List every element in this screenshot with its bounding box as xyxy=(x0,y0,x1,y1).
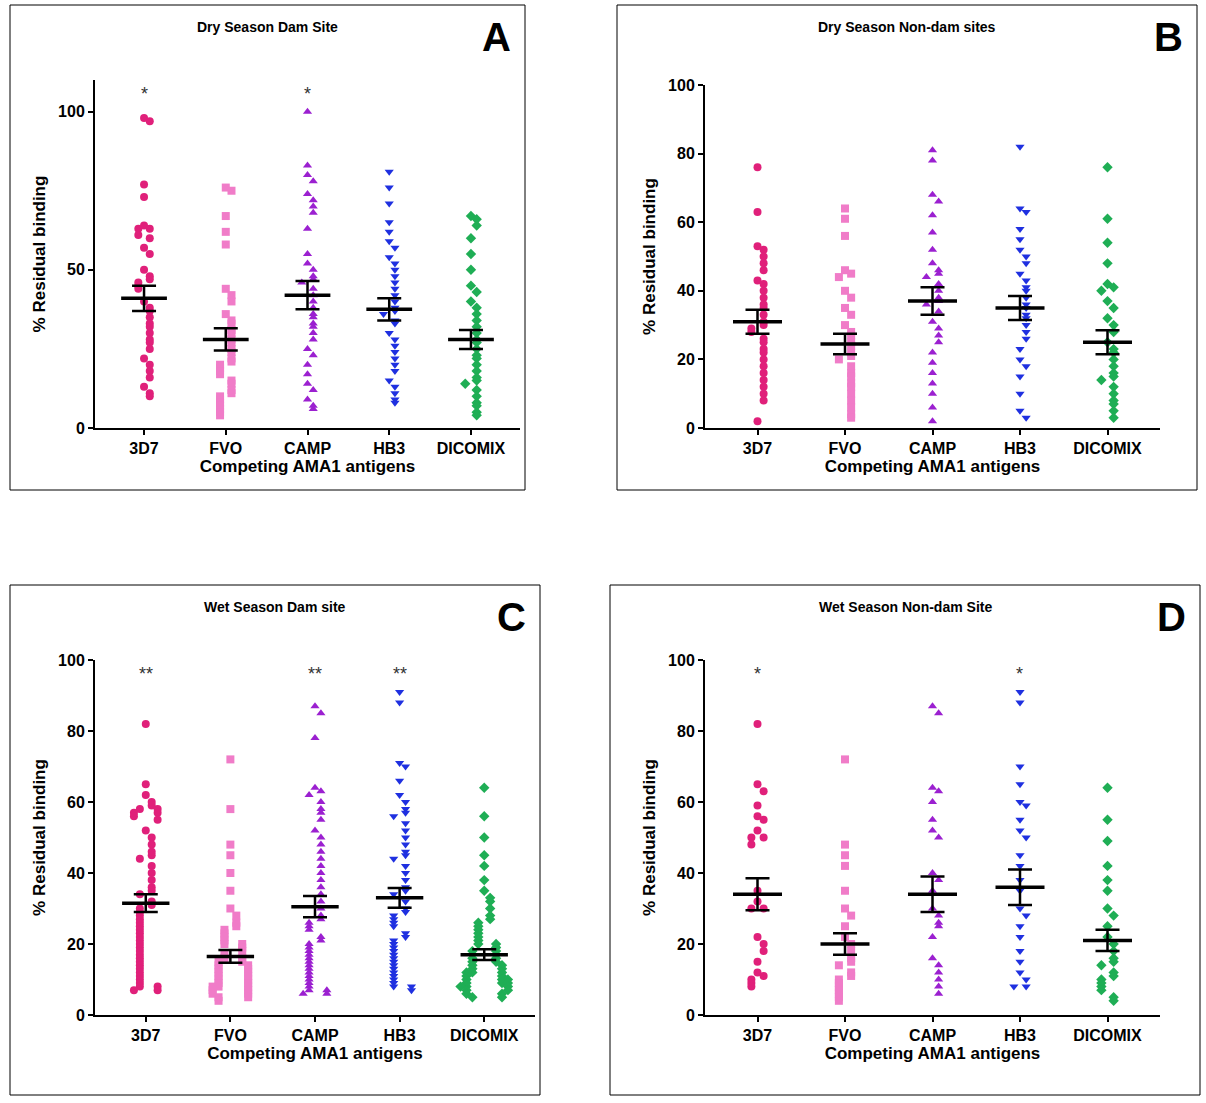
svg-text:0: 0 xyxy=(76,1007,85,1024)
svg-text:CAMP: CAMP xyxy=(291,1027,338,1044)
svg-text:0: 0 xyxy=(686,420,695,437)
svg-text:*: * xyxy=(1016,664,1023,684)
svg-text:40: 40 xyxy=(677,282,695,299)
svg-text:Competing AMA1 antigens: Competing AMA1 antigens xyxy=(200,457,416,476)
svg-text:3D7: 3D7 xyxy=(131,1027,160,1044)
svg-text:100: 100 xyxy=(58,652,85,669)
svg-text:100: 100 xyxy=(668,77,695,94)
svg-text:60: 60 xyxy=(677,794,695,811)
svg-text:FVO: FVO xyxy=(214,1027,247,1044)
svg-text:FVO: FVO xyxy=(829,440,862,457)
svg-text:CAMP: CAMP xyxy=(909,440,956,457)
svg-text:DICOMIX: DICOMIX xyxy=(1073,440,1142,457)
svg-text:40: 40 xyxy=(677,865,695,882)
svg-text:80: 80 xyxy=(677,723,695,740)
svg-text:40: 40 xyxy=(67,865,85,882)
svg-text:60: 60 xyxy=(677,214,695,231)
svg-text:% Residual binding: % Residual binding xyxy=(640,178,659,335)
svg-text:*: * xyxy=(141,84,148,104)
svg-text:20: 20 xyxy=(677,351,695,368)
svg-text:20: 20 xyxy=(677,936,695,953)
svg-text:Dry Season Dam Site: Dry Season Dam Site xyxy=(197,19,338,35)
svg-text:B: B xyxy=(1154,15,1183,59)
svg-text:FVO: FVO xyxy=(209,440,242,457)
svg-text:DICOMIX: DICOMIX xyxy=(1073,1027,1142,1044)
svg-text:100: 100 xyxy=(58,103,85,120)
svg-text:20: 20 xyxy=(67,936,85,953)
svg-text:**: ** xyxy=(308,664,322,684)
svg-text:CAMP: CAMP xyxy=(909,1027,956,1044)
svg-text:3D7: 3D7 xyxy=(129,440,158,457)
svg-text:Wet Season Non-dam Site: Wet Season Non-dam Site xyxy=(819,599,992,615)
svg-text:80: 80 xyxy=(677,145,695,162)
svg-text:HB3: HB3 xyxy=(1004,440,1036,457)
svg-text:*: * xyxy=(304,84,311,104)
svg-text:Competing AMA1 antigens: Competing AMA1 antigens xyxy=(825,1044,1041,1063)
svg-text:*: * xyxy=(754,664,761,684)
svg-text:HB3: HB3 xyxy=(384,1027,416,1044)
svg-text:**: ** xyxy=(139,664,153,684)
svg-text:0: 0 xyxy=(686,1007,695,1024)
svg-text:0: 0 xyxy=(76,420,85,437)
svg-text:% Residual binding: % Residual binding xyxy=(640,759,659,916)
svg-text:Dry Season Non-dam sites: Dry Season Non-dam sites xyxy=(818,19,996,35)
svg-text:**: ** xyxy=(393,664,407,684)
svg-text:DICOMIX: DICOMIX xyxy=(450,1027,519,1044)
svg-text:80: 80 xyxy=(67,723,85,740)
svg-text:A: A xyxy=(482,15,511,59)
svg-text:DICOMIX: DICOMIX xyxy=(437,440,506,457)
svg-text:D: D xyxy=(1157,595,1186,639)
svg-text:3D7: 3D7 xyxy=(743,1027,772,1044)
svg-text:HB3: HB3 xyxy=(1004,1027,1036,1044)
svg-text:% Residual binding: % Residual binding xyxy=(30,759,49,916)
svg-text:FVO: FVO xyxy=(829,1027,862,1044)
svg-text:100: 100 xyxy=(668,652,695,669)
svg-text:Wet Season Dam site: Wet Season Dam site xyxy=(204,599,346,615)
svg-text:HB3: HB3 xyxy=(373,440,405,457)
svg-text:% Residual binding: % Residual binding xyxy=(30,176,49,333)
svg-text:Competing AMA1 antigens: Competing AMA1 antigens xyxy=(207,1044,423,1063)
svg-text:CAMP: CAMP xyxy=(284,440,331,457)
svg-text:3D7: 3D7 xyxy=(743,440,772,457)
svg-text:Competing AMA1 antigens: Competing AMA1 antigens xyxy=(825,457,1041,476)
svg-text:50: 50 xyxy=(67,261,85,278)
svg-text:60: 60 xyxy=(67,794,85,811)
svg-text:C: C xyxy=(497,595,526,639)
